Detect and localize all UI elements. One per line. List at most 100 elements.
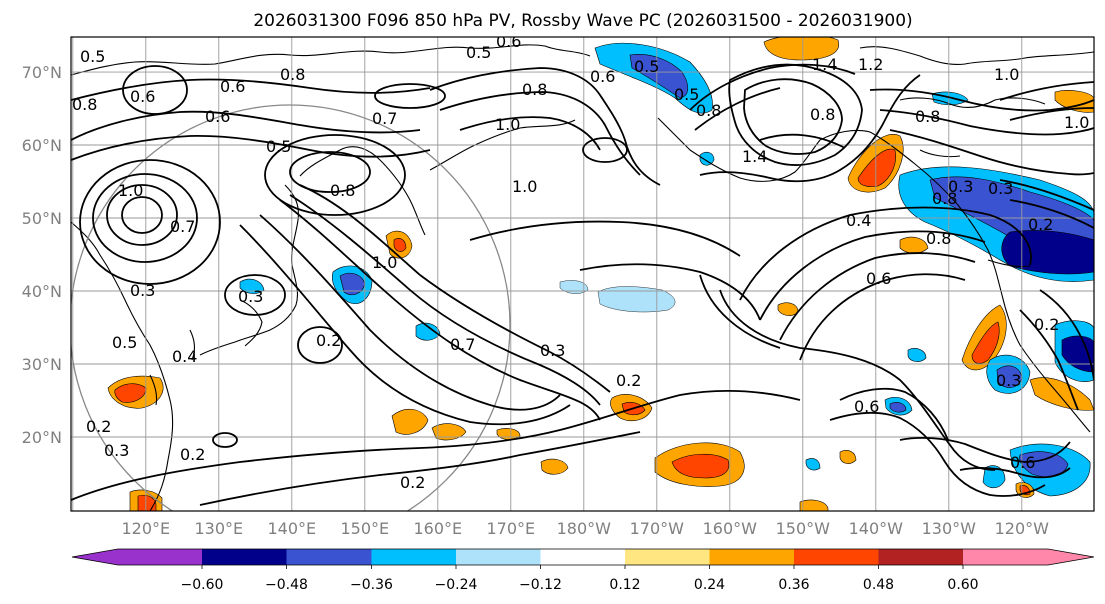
contour-label: 0.6: [496, 32, 521, 51]
lat-label: 60°N: [22, 136, 62, 155]
contour-label: 0.5: [634, 57, 659, 76]
contour-label: 0.3: [540, 341, 565, 360]
pv-contours: [71, 63, 1094, 506]
map-panel: 0.5 0.6 0.8 0.6 0.8 0.6 0.7 0.5 1.0 0.8 …: [71, 32, 1094, 511]
colorbar-tick-label: −0.24: [435, 577, 478, 593]
contour-label: 0.5: [80, 47, 105, 66]
contour-label: 1.0: [118, 181, 143, 200]
colorbar-tick-label: 0.60: [947, 577, 978, 593]
contour-label: 0.2: [86, 417, 111, 436]
colorbar-segment: [878, 549, 963, 565]
colorbar-extend-max: [1048, 549, 1094, 565]
colorbar-segment: [625, 549, 710, 565]
contour-label: 0.5: [266, 137, 291, 156]
contour-label: 0.3: [238, 287, 263, 306]
contour-label: 0.7: [450, 335, 475, 354]
lat-label: 50°N: [22, 209, 62, 228]
contour-label: 0.8: [810, 105, 835, 124]
colorbar-tick-label: 0.48: [863, 577, 894, 593]
colorbar-tick-label: −0.12: [519, 577, 562, 593]
lon-label: 120°W: [995, 519, 1050, 538]
contour-label: 0.6: [854, 397, 879, 416]
colorbar-segment: [202, 549, 287, 565]
lon-label: 160°W: [703, 519, 758, 538]
contour-label: 0.3: [996, 371, 1021, 390]
colorbar-segment: [371, 549, 456, 565]
colorbar-tick-label: 0.36: [778, 577, 809, 593]
contour-label: 1.4: [742, 147, 767, 166]
contour-label: 1.4: [812, 55, 837, 74]
map-frame: [70, 36, 1095, 512]
contour-label: 0.4: [172, 347, 197, 366]
graticule: [71, 37, 1094, 511]
contour-label: 0.3: [988, 179, 1013, 198]
contour-label: 0.6: [220, 77, 245, 96]
lat-label: 20°N: [22, 428, 62, 447]
contour-label: 0.7: [170, 217, 195, 236]
radius-circle: [71, 104, 511, 511]
contour-label: 0.6: [130, 87, 155, 106]
contour-label: 0.5: [112, 333, 137, 352]
lon-label: 150°E: [340, 519, 389, 538]
colorbar-segment: [286, 549, 372, 565]
contour-label: 0.3: [948, 177, 973, 196]
contour-label: 0.3: [104, 441, 129, 460]
lon-label: 130°E: [194, 519, 243, 538]
contour-label: 0.5: [674, 85, 699, 104]
colorbar-segment: [963, 549, 1048, 565]
colorbar-tick-label: −0.48: [265, 577, 308, 593]
colorbar-tick-label: −0.36: [350, 577, 393, 593]
lon-label: 170°E: [486, 519, 535, 538]
contour-label: 1.0: [512, 177, 537, 196]
contour-labels: 0.5 0.6 0.8 0.6 0.8 0.6 0.7 0.5 1.0 0.8 …: [72, 32, 1089, 492]
contour-label: 0.8: [330, 181, 355, 200]
contour-label: 0.5: [466, 43, 491, 62]
colorbar-tick-label: 0.12: [609, 577, 640, 593]
lon-label: 150°W: [776, 519, 831, 538]
colorbar-segment: [540, 549, 625, 565]
colorbar-tick-label: 0.24: [694, 577, 725, 593]
map-title: 2026031300 F096 850 hPa PV, Rossby Wave …: [253, 11, 912, 31]
contour-label: 0.2: [316, 331, 341, 350]
colorbar: −0.60 −0.48 −0.36 −0.24 −0.12 0.12 0.24 …: [71, 548, 1095, 593]
lon-label: 120°E: [121, 519, 170, 538]
contour-label: 0.7: [372, 109, 397, 128]
colorbar-segment: [118, 549, 202, 565]
contour-label: 0.2: [616, 371, 641, 390]
lon-label: 140°W: [849, 519, 904, 538]
colorbar-segment: [794, 549, 879, 565]
contour-label: 0.8: [522, 80, 547, 99]
colorbar-segment: [456, 549, 541, 565]
contour-label: 0.8: [696, 101, 721, 120]
contour-label: 0.8: [915, 107, 940, 126]
lon-label: 160°E: [413, 519, 462, 538]
pc-shading: [107, 37, 1094, 511]
contour-label: 0.8: [932, 189, 957, 208]
longitude-labels: 120°E 130°E 140°E 150°E 160°E 170°E 180°…: [121, 519, 1049, 538]
contour-label: 0.4: [846, 211, 871, 230]
colorbar-tick-label: −0.60: [181, 577, 224, 593]
contour-label: 0.6: [866, 269, 891, 288]
contour-label: 1.0: [994, 65, 1019, 84]
contour-label: 0.2: [400, 473, 425, 492]
lon-label: 170°W: [630, 519, 685, 538]
lon-label: 180°W: [557, 519, 612, 538]
lat-label: 70°N: [22, 63, 62, 82]
lat-label: 40°N: [22, 282, 62, 301]
lat-label: 30°N: [22, 355, 62, 374]
contour-label: 1.2: [858, 55, 883, 74]
colorbar-segment: [709, 549, 794, 565]
contour-label: 0.6: [1010, 453, 1035, 472]
contour-label: 0.8: [926, 229, 951, 248]
lon-label: 130°W: [922, 519, 977, 538]
latitude-labels: 70°N 60°N 50°N 40°N 30°N 20°N: [22, 63, 62, 447]
contour-label: 0.6: [205, 107, 230, 126]
contour-label: 1.0: [1064, 113, 1089, 132]
contour-label: 0.2: [1034, 315, 1059, 334]
contour-label: 0.2: [1028, 215, 1053, 234]
contour-label: 1.0: [372, 253, 397, 272]
contour-label: 0.6: [590, 67, 615, 86]
contour-label: 0.2: [180, 445, 205, 464]
colorbar-extend-min: [72, 549, 118, 565]
